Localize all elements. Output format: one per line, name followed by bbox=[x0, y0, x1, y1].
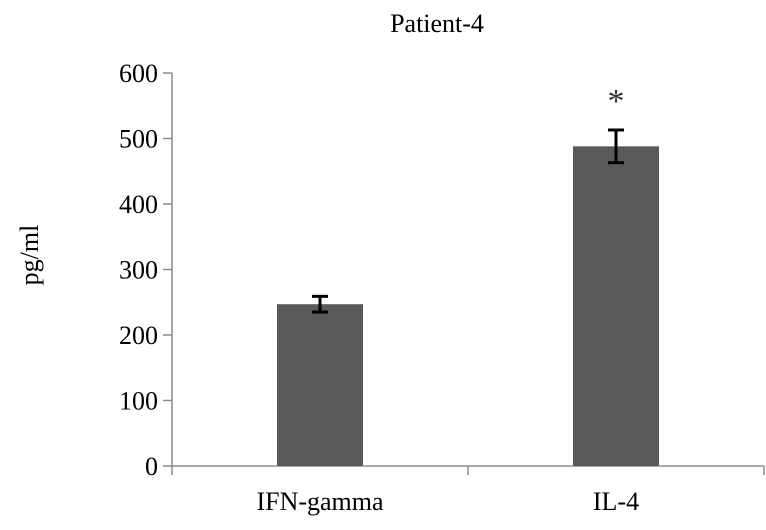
y-tick-label: 300 bbox=[119, 256, 158, 285]
bars bbox=[277, 146, 659, 467]
y-tick-label: 600 bbox=[119, 59, 158, 88]
x-axis bbox=[171, 465, 765, 475]
y-axis-label: pg/ml bbox=[15, 225, 44, 286]
x-tick-label: IFN-gamma bbox=[256, 487, 384, 516]
y-tick-label: 100 bbox=[119, 387, 158, 416]
y-axis: 0 100 200 300 400 500 600 bbox=[119, 59, 173, 481]
bar-il-4 bbox=[573, 146, 659, 467]
category-labels: IFN-gamma IL-4 bbox=[256, 487, 639, 516]
bar-ifn-gamma bbox=[277, 304, 363, 466]
significance-marker: * bbox=[608, 83, 625, 120]
chart-title: Patient-4 bbox=[390, 9, 484, 38]
annotations: * bbox=[608, 83, 625, 120]
error-bars bbox=[312, 128, 624, 314]
y-tick-label: 500 bbox=[119, 125, 158, 154]
error-bar bbox=[608, 128, 624, 165]
y-tick-label: 200 bbox=[119, 321, 158, 350]
y-tick-label: 0 bbox=[145, 452, 158, 481]
y-tick-label: 400 bbox=[119, 190, 158, 219]
error-bar bbox=[312, 294, 328, 314]
x-tick-label: IL-4 bbox=[593, 487, 639, 516]
